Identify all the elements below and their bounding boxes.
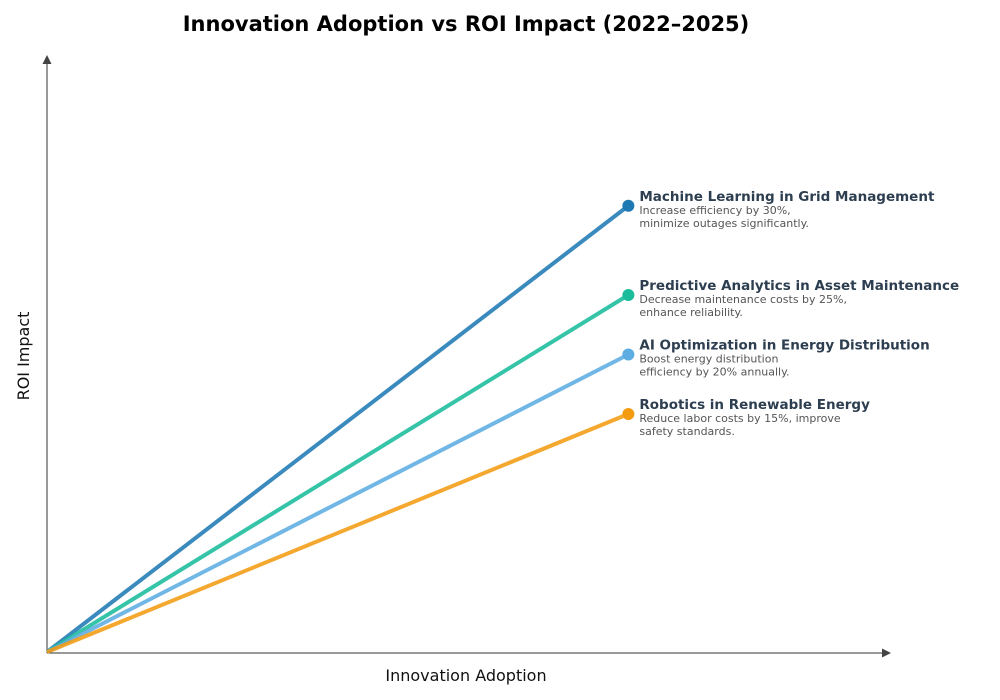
series-endpoint: [622, 348, 635, 361]
series-line: [45, 293, 630, 654]
series-description: Reduce labor costs by 15%, improve: [639, 412, 840, 425]
series-endpoint: [622, 199, 635, 212]
series-label: Machine Learning in Grid Management: [639, 189, 935, 205]
series-line: [45, 204, 630, 654]
series-description: efficiency by 20% annually.: [639, 366, 789, 379]
series-description: safety standards.: [639, 425, 734, 438]
x-axis-arrow-icon: [882, 648, 891, 658]
series-description: minimize outages significantly.: [639, 217, 809, 230]
series-description: Decrease maintenance costs by 25%,: [639, 293, 847, 306]
y-axis-arrow-icon: [42, 55, 52, 64]
chart-title: Innovation Adoption vs ROI Impact (2022–…: [183, 12, 750, 36]
series-endpoint: [622, 408, 635, 420]
series-endpoint: [622, 289, 635, 301]
series-description: Boost energy distribution: [639, 353, 778, 366]
series-line: [46, 412, 630, 654]
series-line: [46, 352, 630, 654]
series-label: AI Optimization in Energy Distribution: [639, 338, 929, 354]
series-label: Robotics in Renewable Energy: [639, 397, 870, 413]
series-description: enhance reliability.: [639, 306, 743, 319]
x-axis-label: Innovation Adoption: [385, 666, 546, 685]
series-description: Increase efficiency by 30%,: [639, 204, 790, 217]
series-label: Predictive Analytics in Asset Maintenanc…: [639, 278, 959, 294]
y-axis-label: ROI Impact: [14, 312, 33, 401]
